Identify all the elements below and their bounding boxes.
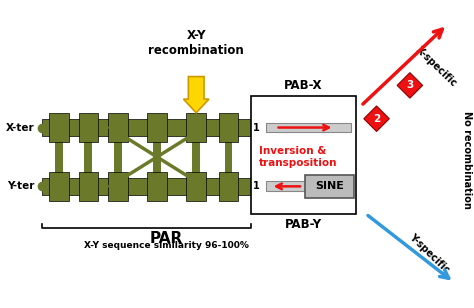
Bar bbox=[42, 119, 251, 136]
Bar bbox=[266, 181, 351, 191]
Bar bbox=[108, 113, 128, 142]
Text: Y-specific: Y-specific bbox=[407, 231, 452, 275]
Bar bbox=[251, 96, 356, 214]
Bar bbox=[79, 172, 98, 201]
Bar bbox=[225, 136, 232, 177]
Text: X-specific: X-specific bbox=[414, 45, 459, 89]
Bar bbox=[192, 136, 200, 177]
Text: 1: 1 bbox=[253, 181, 259, 191]
FancyArrow shape bbox=[183, 77, 209, 113]
Polygon shape bbox=[397, 73, 423, 98]
Text: SINE: SINE bbox=[315, 181, 344, 191]
Bar bbox=[266, 123, 351, 132]
Text: PAB-X: PAB-X bbox=[284, 79, 323, 92]
Bar bbox=[153, 136, 161, 177]
Text: No recombination: No recombination bbox=[462, 111, 472, 209]
Text: Y-ter: Y-ter bbox=[7, 181, 35, 191]
Bar bbox=[49, 172, 69, 201]
Text: 3: 3 bbox=[406, 80, 413, 90]
Bar bbox=[42, 177, 251, 195]
Bar bbox=[186, 113, 206, 142]
Bar bbox=[147, 113, 167, 142]
Text: 1: 1 bbox=[253, 123, 259, 132]
Bar bbox=[186, 172, 206, 201]
Bar bbox=[79, 113, 98, 142]
Bar bbox=[305, 175, 354, 198]
Polygon shape bbox=[364, 106, 389, 132]
Bar bbox=[147, 172, 167, 201]
Bar bbox=[114, 136, 122, 177]
Text: X-Y sequence similarity 96-100%: X-Y sequence similarity 96-100% bbox=[84, 241, 249, 250]
Bar bbox=[49, 113, 69, 142]
Text: PAB-Y: PAB-Y bbox=[285, 218, 322, 231]
Bar bbox=[55, 136, 63, 177]
Bar bbox=[219, 172, 238, 201]
Bar bbox=[219, 113, 238, 142]
Text: Inversion &
transposition: Inversion & transposition bbox=[259, 146, 337, 168]
Text: X-ter: X-ter bbox=[6, 123, 35, 132]
Text: X-Y
recombination: X-Y recombination bbox=[148, 29, 244, 57]
Text: PAR: PAR bbox=[150, 231, 183, 246]
Bar bbox=[84, 136, 92, 177]
Bar bbox=[108, 172, 128, 201]
Text: 2: 2 bbox=[373, 114, 380, 124]
